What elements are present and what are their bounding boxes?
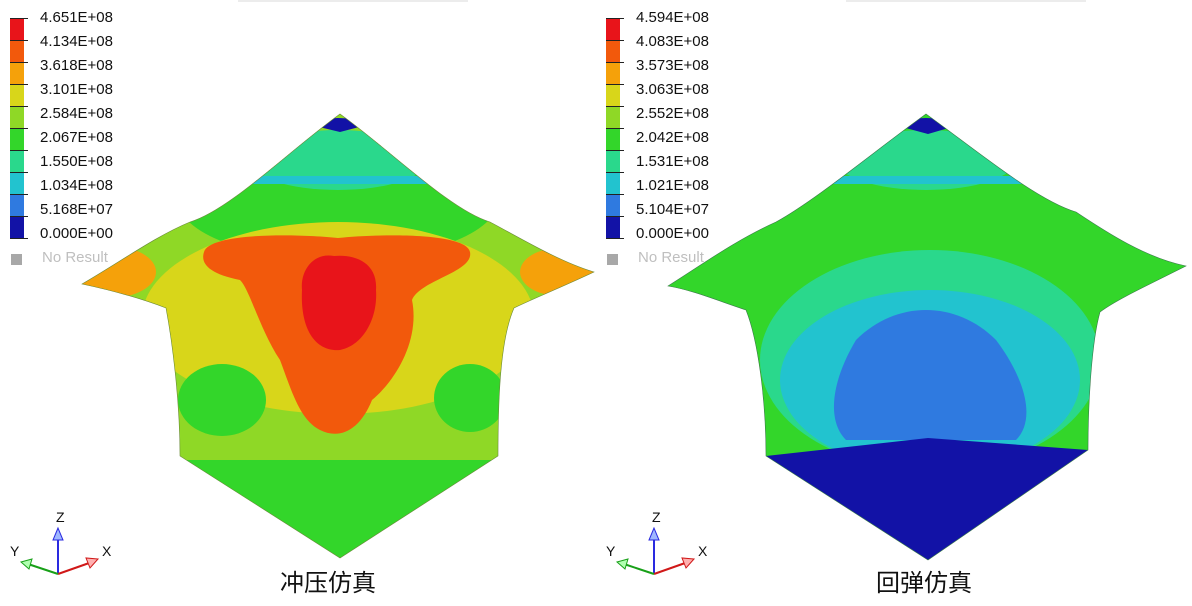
legend-value: 4.651E+08	[40, 9, 113, 26]
legend-value: 4.083E+08	[636, 33, 709, 50]
legend-swatch	[606, 172, 620, 194]
y-axis-arrow-icon	[615, 558, 629, 570]
y-axis-arrow-icon	[19, 558, 33, 570]
legend-value: 2.552E+08	[636, 105, 709, 122]
legend-swatch	[10, 84, 24, 106]
no-result-label: No Result	[638, 249, 704, 266]
legend-swatch	[606, 128, 620, 150]
no-result-label: No Result	[42, 249, 108, 266]
axis-triad: Z X Y	[10, 509, 112, 575]
x-axis-line	[653, 561, 689, 575]
legend-value: 2.584E+08	[40, 105, 113, 122]
legend-swatch	[10, 40, 24, 62]
legend-tick	[10, 172, 28, 173]
legend-swatch	[606, 62, 620, 84]
legend-tick	[606, 62, 624, 63]
legend-value: 4.134E+08	[40, 33, 113, 50]
x-axis-line	[57, 561, 93, 575]
stamping-contour-plot	[81, 113, 595, 559]
legend-value: 3.101E+08	[40, 81, 113, 98]
legend-tick	[606, 150, 624, 151]
legend-value: 1.021E+08	[636, 177, 709, 194]
legend-value: 0.000E+00	[40, 225, 113, 242]
z-axis-arrow-icon	[52, 526, 64, 541]
legend-swatch	[10, 216, 24, 238]
legend-tick	[10, 216, 28, 217]
legend-value: 1.550E+08	[40, 153, 113, 170]
z-axis-arrow-icon	[648, 526, 660, 541]
x-axis-label: X	[698, 543, 708, 559]
legend-value: 3.573E+08	[636, 57, 709, 74]
axis-triad: Z X Y	[606, 509, 708, 575]
y-axis-label: Y	[10, 543, 20, 559]
legend-tick	[606, 238, 624, 239]
legend-value: 2.042E+08	[636, 129, 709, 146]
springback-color-legend: 4.594E+08 4.083E+08 3.573E+08 3.063E+08 …	[606, 9, 766, 272]
no-result-swatch	[607, 254, 618, 265]
legend-tick	[10, 18, 28, 19]
legend-swatch	[606, 216, 620, 238]
stamping-part-outline	[81, 113, 595, 559]
panel-caption: 冲压仿真	[280, 569, 376, 597]
y-axis-line	[27, 563, 59, 575]
springback-part-outline	[667, 113, 1187, 561]
legend-tick	[10, 106, 28, 107]
legend-tick	[606, 128, 624, 129]
legend-value: 2.067E+08	[40, 129, 113, 146]
legend-swatch	[10, 128, 24, 150]
legend-value: 1.034E+08	[40, 177, 113, 194]
legend-tick	[606, 40, 624, 41]
z-axis-label: Z	[652, 509, 661, 525]
legend-tick	[10, 150, 28, 151]
stamping-result-panel: 4.651E+08 4.134E+08 3.618E+08 3.101E+08 …	[10, 0, 595, 597]
legend-value: 3.063E+08	[636, 81, 709, 98]
legend-value: 0.000E+00	[636, 225, 709, 242]
x-axis-arrow-icon	[85, 557, 100, 569]
legend-value: 1.531E+08	[636, 153, 709, 170]
legend-swatch	[10, 150, 24, 172]
legend-tick	[606, 84, 624, 85]
legend-value: 4.594E+08	[636, 9, 709, 26]
legend-swatch	[10, 194, 24, 216]
legend-tick	[10, 62, 28, 63]
legend-tick	[10, 238, 28, 239]
legend-swatch	[606, 18, 620, 40]
no-result-swatch	[11, 254, 22, 265]
legend-swatch	[606, 106, 620, 128]
legend-color-bar	[606, 18, 620, 238]
legend-swatch	[10, 106, 24, 128]
legend-swatch	[606, 194, 620, 216]
y-axis-line	[623, 563, 655, 575]
legend-tick	[606, 172, 624, 173]
top-divider	[846, 0, 1086, 2]
z-axis-label: Z	[56, 509, 65, 525]
legend-tick	[10, 128, 28, 129]
legend-color-bar	[10, 18, 24, 238]
legend-tick	[10, 40, 28, 41]
legend-swatch	[606, 40, 620, 62]
springback-result-panel: 4.594E+08 4.083E+08 3.573E+08 3.063E+08 …	[596, 0, 1192, 606]
legend-value: 5.168E+07	[40, 201, 113, 218]
x-axis-arrow-icon	[681, 557, 696, 569]
springback-contour-plot	[667, 113, 1187, 561]
x-axis-label: X	[102, 543, 112, 559]
top-divider	[238, 0, 468, 2]
y-axis-label: Y	[606, 543, 616, 559]
legend-tick	[606, 194, 624, 195]
legend-tick	[606, 216, 624, 217]
legend-tick	[10, 84, 28, 85]
stamping-color-legend: 4.651E+08 4.134E+08 3.618E+08 3.101E+08 …	[10, 9, 170, 272]
legend-swatch	[10, 172, 24, 194]
panel-caption: 回弹仿真	[876, 569, 972, 597]
legend-swatch	[606, 84, 620, 106]
legend-swatch	[10, 18, 24, 40]
legend-value: 5.104E+07	[636, 201, 709, 218]
legend-value: 3.618E+08	[40, 57, 113, 74]
legend-tick	[606, 106, 624, 107]
legend-swatch	[606, 150, 620, 172]
legend-swatch	[10, 62, 24, 84]
legend-tick	[10, 194, 28, 195]
legend-tick	[606, 18, 624, 19]
